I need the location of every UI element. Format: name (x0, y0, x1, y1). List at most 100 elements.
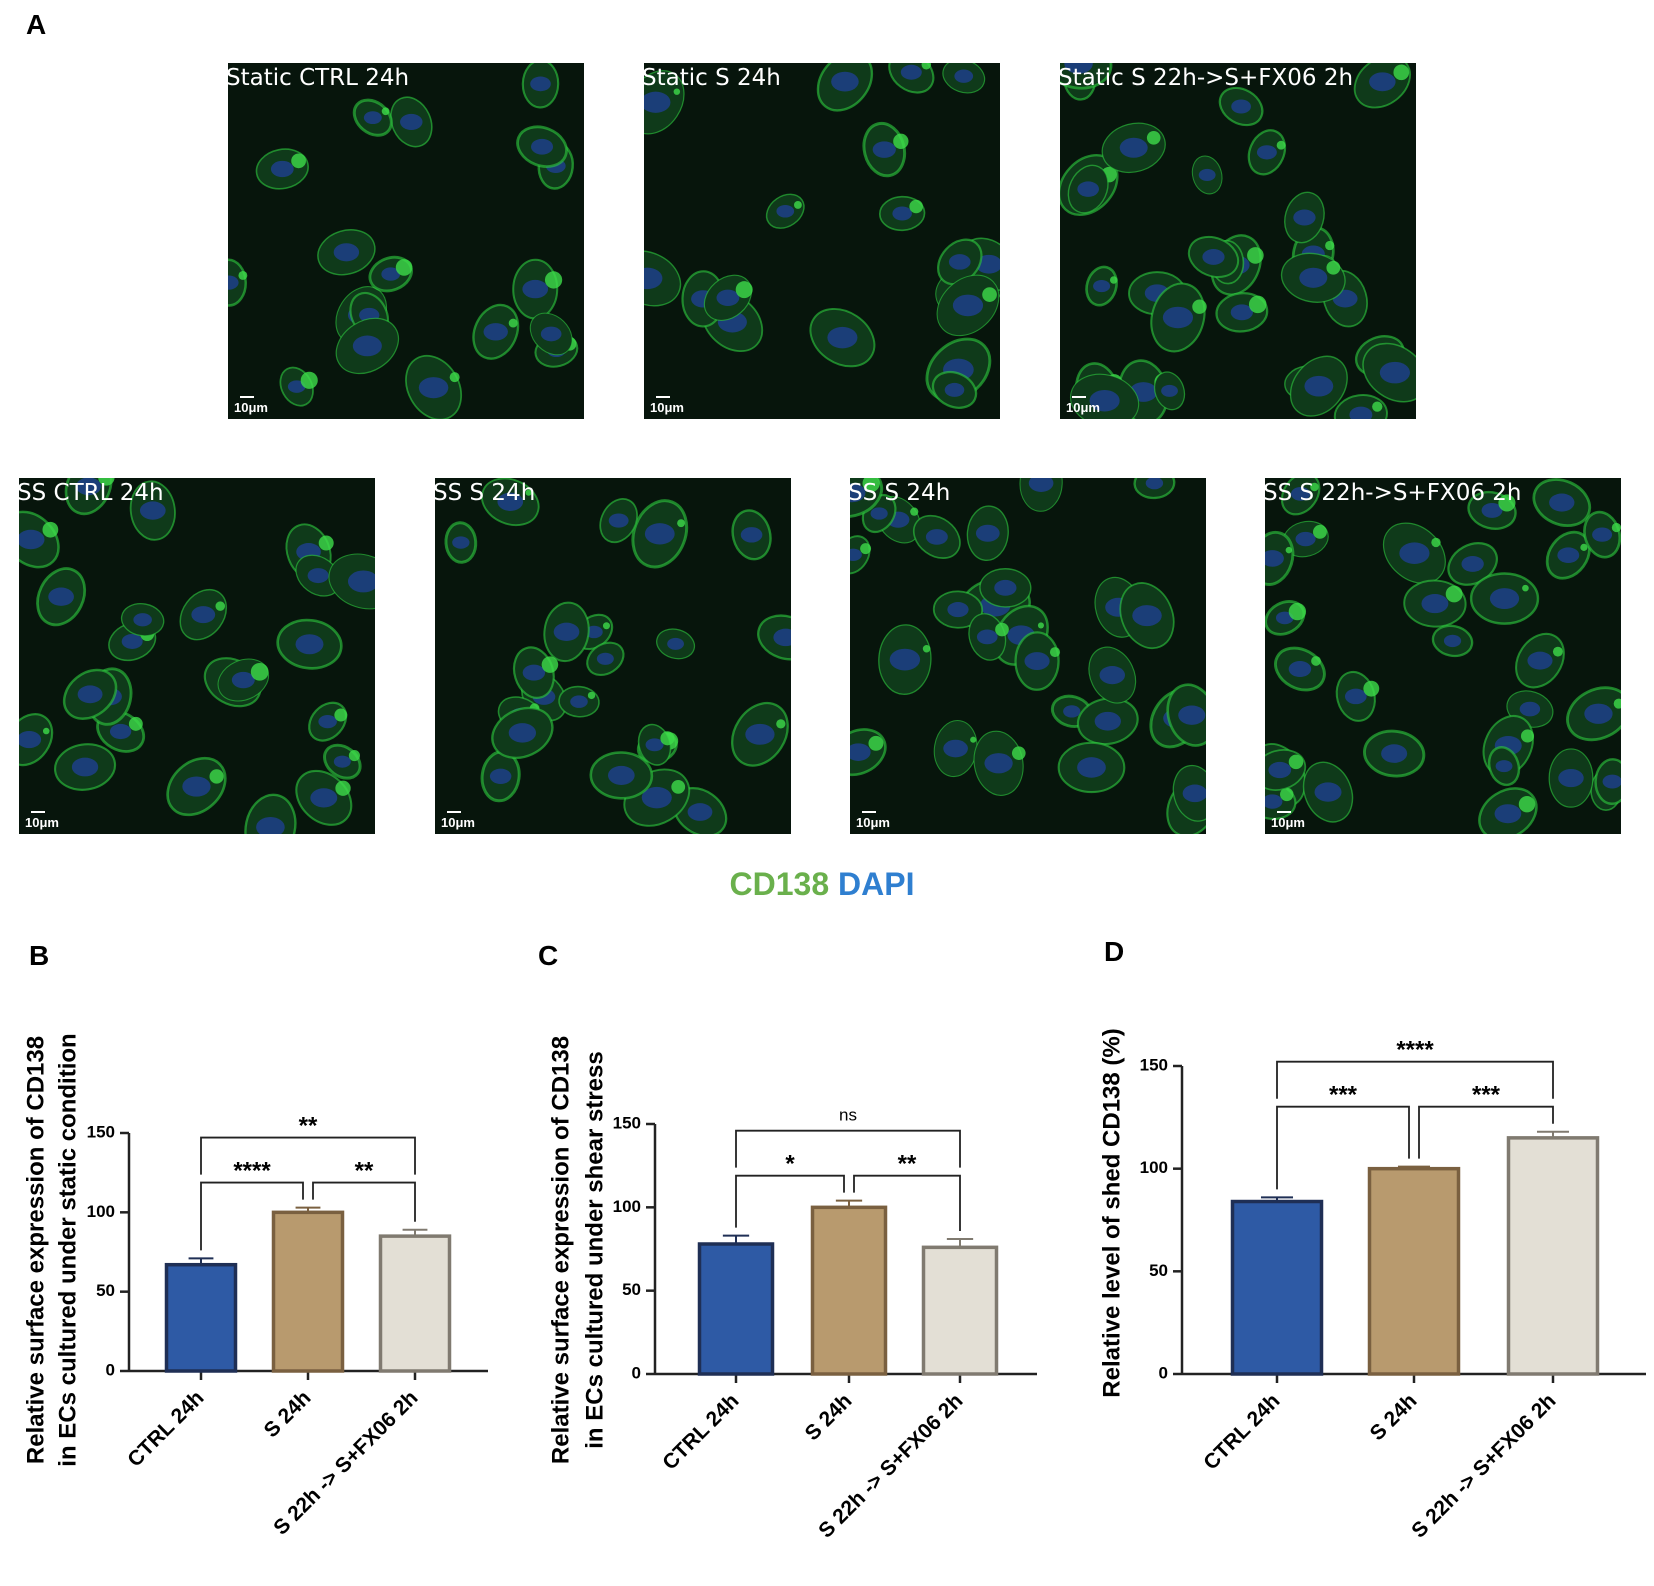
cd138-spot (508, 318, 518, 328)
cd138-spot (909, 199, 923, 214)
bar (810, 1205, 888, 1376)
cells (444, 478, 791, 834)
cd138-spot (1311, 656, 1321, 666)
nucleus (976, 629, 998, 645)
y-tick-label: 150 (613, 1113, 641, 1132)
nucleus (667, 637, 684, 650)
nucleus (889, 648, 921, 671)
cd138-spot (893, 133, 909, 149)
bar (921, 1245, 999, 1376)
cd138-spot (921, 63, 932, 70)
cd138-spot (677, 519, 686, 528)
nucleus (1290, 486, 1311, 501)
nucleus (641, 786, 672, 809)
nucleus (850, 743, 871, 761)
nucleus (900, 64, 922, 80)
bar (271, 1210, 345, 1373)
cd138-spot (1611, 522, 1621, 533)
nucleus (1202, 249, 1225, 265)
nucleus (1461, 555, 1484, 572)
nucleus (553, 622, 580, 642)
significance-label: *** (1329, 1082, 1358, 1109)
nucleus (191, 606, 216, 624)
nucleus (1256, 145, 1277, 160)
cd138-spot (1522, 584, 1529, 592)
nucleus (182, 776, 211, 797)
nucleus (850, 548, 862, 561)
nucleus (287, 380, 306, 393)
cd138-spot (1445, 585, 1463, 603)
nucleus (1349, 406, 1373, 419)
micrograph: Static S 24h 10μm (642, 63, 1000, 419)
cd138-spot (922, 644, 931, 653)
cd138-spot (868, 735, 884, 751)
nucleus (71, 757, 99, 777)
cd138-spot (238, 271, 248, 280)
nucleus (872, 141, 896, 158)
micrograph: SS S 22h->S+FX06 2h 10μm (1263, 478, 1621, 834)
nucleus (1379, 361, 1410, 384)
micrograph-label: SS S 24h (433, 480, 535, 506)
panel-label: A (26, 9, 46, 40)
micrograph-label: Static CTRL 24h (226, 65, 409, 91)
y-tick-label: 0 (1159, 1363, 1168, 1382)
cd138-spot (335, 780, 351, 796)
nucleus (231, 671, 255, 689)
nucleus (892, 206, 912, 221)
cd138-spot (449, 372, 460, 383)
cd138-spot (209, 769, 224, 784)
cd138-spot (862, 478, 880, 492)
nucleus (947, 601, 969, 618)
cd138-spot (1518, 796, 1536, 813)
nucleus (270, 160, 294, 178)
significance-label: ** (299, 1113, 318, 1140)
nucleus (489, 768, 512, 784)
nucleus (522, 279, 549, 299)
nucleus (121, 633, 143, 649)
nucleus (363, 111, 382, 125)
nucleus (645, 738, 664, 752)
nucleus (984, 753, 1013, 774)
y-axis-label: Relative surface expression of CD138 (547, 1036, 574, 1464)
stain-legend: CD138 DAPI (730, 866, 915, 902)
micrograph: SS S 24h 10μm (433, 478, 791, 834)
significance-bracket (200, 1181, 304, 1251)
nucleus (975, 524, 1000, 542)
cd138-spot (1248, 295, 1267, 314)
nucleus (1381, 744, 1408, 763)
nucleus (1443, 634, 1462, 648)
nucleus (19, 731, 42, 749)
nucleus (1495, 760, 1513, 773)
nucleus (1265, 794, 1283, 809)
nucleus (1304, 375, 1334, 397)
nucleus (954, 69, 974, 83)
cd138-spot (1552, 646, 1563, 657)
nucleus (1161, 384, 1178, 397)
cd138-spot (250, 662, 269, 681)
significance-bracket (1276, 1105, 1410, 1190)
nucleus (870, 507, 888, 520)
nucleus (1275, 611, 1294, 625)
nucleus (1369, 72, 1396, 92)
nucleus (716, 289, 740, 306)
micrograph-label: Static S 22h->S+FX06 2h (1058, 65, 1353, 91)
nucleus (773, 628, 791, 647)
nucleus (1489, 588, 1520, 610)
nucleus (745, 723, 775, 745)
nucleus (1549, 493, 1575, 512)
nucleus (1077, 181, 1099, 197)
nucleus (948, 254, 971, 270)
cd138-spot (291, 153, 306, 169)
nucleus (1494, 804, 1522, 824)
nucleus (570, 695, 588, 708)
cd138-spot (1313, 524, 1327, 539)
cd138-spot (1109, 276, 1118, 284)
cd138-spot (1372, 401, 1383, 412)
cd138-spot (673, 88, 681, 95)
nucleus (1299, 267, 1328, 288)
significance-label: ** (898, 1151, 917, 1178)
cd138-spot (381, 107, 390, 116)
cd138-spot (334, 708, 348, 722)
stain-legend-entry: DAPI (838, 866, 914, 902)
nucleus (1481, 502, 1503, 518)
